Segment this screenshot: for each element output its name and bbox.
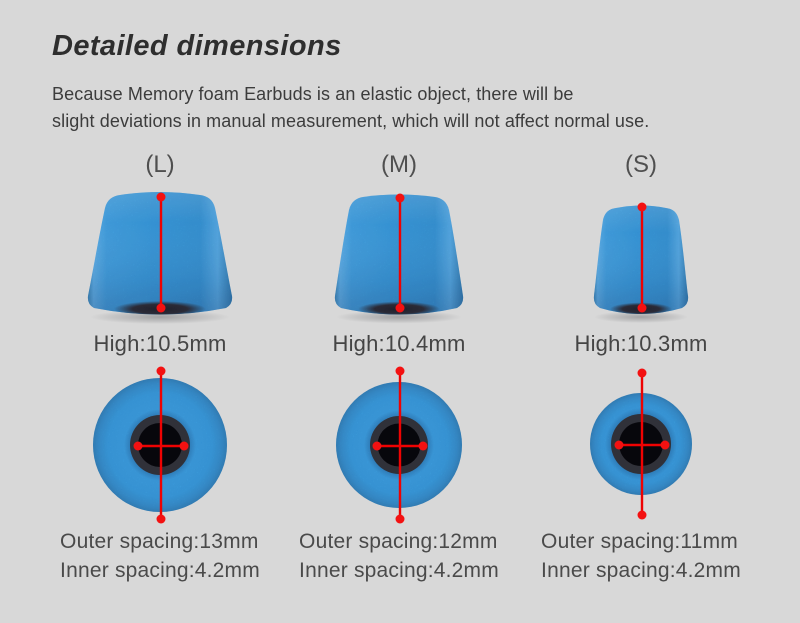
measure-dot-right — [418, 441, 428, 451]
inner-spacing-value: Inner spacing:4.2mm — [299, 559, 499, 582]
measure-dot-bottom — [395, 514, 405, 524]
column-size-l: (L) High:10.5mm — [45, 150, 275, 585]
inner-spacing-value: Inner spacing:4.2mm — [60, 559, 260, 582]
measure-dot-bottom — [156, 303, 166, 313]
size-label: (M) — [381, 151, 417, 178]
inner-spacing-value: Inner spacing:4.2mm — [541, 559, 741, 582]
outer-spacing-value: Outer spacing:11mm — [541, 530, 739, 553]
measure-dot-top — [395, 366, 405, 376]
measure-dot-top — [637, 202, 647, 212]
drop-shadow — [90, 310, 230, 324]
spacing-labels: Outer spacing:12mm Inner spacing:4.2mm — [299, 527, 499, 585]
earbud-side-view-l — [87, 192, 233, 324]
measure-dot-top — [156, 192, 166, 202]
measure-dot-top — [156, 366, 166, 376]
subtitle-line-1: Because Memory foam Earbuds is an elasti… — [52, 84, 574, 104]
height-value: High:10.5mm — [93, 331, 227, 356]
measure-dot-top — [395, 193, 405, 203]
spacing-labels: Outer spacing:13mm Inner spacing:4.2mm — [60, 527, 260, 585]
measure-dot-bottom — [156, 514, 166, 524]
measure-dot-right — [660, 440, 670, 450]
height-value: High:10.4mm — [332, 331, 466, 356]
earbud-top-view-l — [93, 366, 227, 524]
size-label: (L) — [145, 151, 175, 178]
column-size-m: (M) High:10.4mm — [284, 150, 514, 585]
size-label: (S) — [625, 151, 657, 178]
drop-shadow — [594, 311, 688, 323]
height-value: High:10.3mm — [574, 331, 708, 356]
earbud-side-view-s — [593, 202, 689, 323]
measure-dot-bottom — [637, 303, 647, 313]
measure-dot-left — [372, 441, 382, 451]
drop-shadow — [336, 310, 462, 324]
page-title: Detailed dimensions — [52, 30, 342, 62]
earbud-top-view-m — [336, 366, 462, 524]
subtitle-line-2: slight deviations in manual measurement,… — [52, 111, 650, 131]
measure-dot-left — [614, 440, 624, 450]
outer-spacing-value: Outer spacing:12mm — [299, 530, 498, 553]
measure-dot-bottom — [637, 510, 647, 520]
column-size-s: (S) High:10.3mm — [526, 150, 756, 585]
measure-dot-bottom — [395, 303, 405, 313]
spacing-labels: Outer spacing:11mm Inner spacing:4.2mm — [541, 527, 741, 585]
measure-dot-left — [133, 441, 143, 451]
page-subtitle: Because Memory foam Earbuds is an elasti… — [52, 81, 649, 135]
earbud-side-view-m — [334, 193, 464, 324]
outer-spacing-value: Outer spacing:13mm — [60, 530, 259, 553]
earbud-top-view-s — [590, 368, 692, 520]
measure-dot-right — [179, 441, 189, 451]
measure-dot-top — [637, 368, 647, 378]
